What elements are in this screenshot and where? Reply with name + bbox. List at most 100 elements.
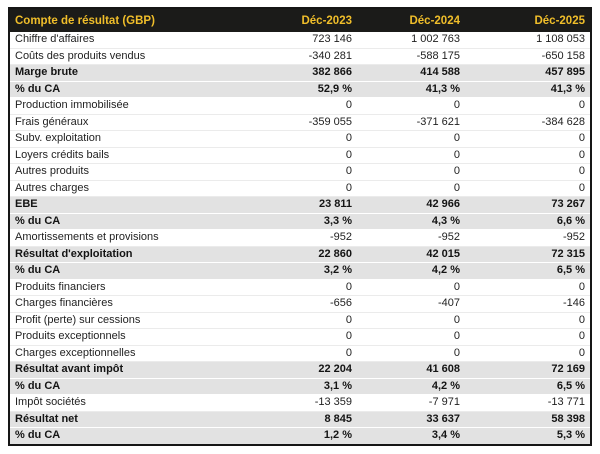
table-row: Autres produits 0 0 0 <box>10 163 590 181</box>
row-value-dec-2025: 0 <box>465 328 590 346</box>
row-label: Impôt sociétés <box>10 394 250 412</box>
table-row: Autres charges 0 0 0 <box>10 180 590 197</box>
row-value-dec-2023: -656 <box>250 295 357 313</box>
row-value-dec-2024: 0 <box>357 345 465 362</box>
table-row: Résultat avant impôt 22 204 41 608 72 16… <box>10 361 590 379</box>
row-label: Autres charges <box>10 180 250 197</box>
row-value-dec-2024: -7 971 <box>357 394 465 412</box>
row-value-dec-2023: 3,1 % <box>250 378 357 395</box>
row-value-dec-2024: 0 <box>357 130 465 148</box>
row-value-dec-2024: 4,2 % <box>357 378 465 395</box>
row-value-dec-2025: 6,5 % <box>465 378 590 395</box>
row-label: Marge brute <box>10 64 250 82</box>
table-row: Charges exceptionnelles 0 0 0 <box>10 345 590 362</box>
column-header-dec-2024: Déc-2024 <box>357 9 465 32</box>
header-row: Compte de résultat (GBP) Déc-2023 Déc-20… <box>10 9 590 32</box>
row-label: % du CA <box>10 427 250 444</box>
table-row: Charges financières -656 -407 -146 <box>10 295 590 313</box>
table-row: Production immobilisée 0 0 0 <box>10 97 590 115</box>
table-row: Loyers crédits bails 0 0 0 <box>10 147 590 164</box>
row-value-dec-2023: 23 811 <box>250 196 357 214</box>
row-value-dec-2023: 1,2 % <box>250 427 357 444</box>
row-value-dec-2025: 58 398 <box>465 411 590 428</box>
row-value-dec-2024: 0 <box>357 312 465 329</box>
row-label: Résultat net <box>10 411 250 428</box>
table-row: Produits exceptionnels 0 0 0 <box>10 328 590 346</box>
row-value-dec-2024: 1 002 763 <box>357 32 465 49</box>
row-value-dec-2024: 41 608 <box>357 361 465 379</box>
row-value-dec-2025: 0 <box>465 147 590 164</box>
row-label: Subv. exploitation <box>10 130 250 148</box>
row-label: % du CA <box>10 81 250 98</box>
row-value-dec-2023: 0 <box>250 312 357 329</box>
row-value-dec-2025: 5,3 % <box>465 427 590 444</box>
row-value-dec-2025: 457 895 <box>465 64 590 82</box>
row-value-dec-2025: 0 <box>465 97 590 115</box>
row-value-dec-2023: 0 <box>250 163 357 181</box>
row-value-dec-2024: 33 637 <box>357 411 465 428</box>
table-row: Résultat d'exploitation 22 860 42 015 72… <box>10 246 590 263</box>
row-label: Chiffre d'affaires <box>10 32 250 49</box>
row-value-dec-2024: 0 <box>357 163 465 181</box>
row-value-dec-2023: 0 <box>250 130 357 148</box>
row-value-dec-2025: 0 <box>465 180 590 197</box>
row-value-dec-2023: 22 860 <box>250 246 357 263</box>
row-label: % du CA <box>10 378 250 395</box>
row-value-dec-2023: -340 281 <box>250 48 357 65</box>
row-label: Autres produits <box>10 163 250 181</box>
row-value-dec-2023: 0 <box>250 328 357 346</box>
row-value-dec-2025: 41,3 % <box>465 81 590 98</box>
row-value-dec-2023: 0 <box>250 180 357 197</box>
row-value-dec-2024: 0 <box>357 97 465 115</box>
row-label: Charges exceptionnelles <box>10 345 250 362</box>
table-row: Chiffre d'affaires 723 146 1 002 763 1 1… <box>10 32 590 49</box>
row-value-dec-2024: 41,3 % <box>357 81 465 98</box>
table-row: % du CA 3,2 % 4,2 % 6,5 % <box>10 262 590 280</box>
row-value-dec-2024: 414 588 <box>357 64 465 82</box>
row-value-dec-2023: 723 146 <box>250 32 357 49</box>
row-value-dec-2023: 0 <box>250 147 357 164</box>
row-value-dec-2023: 52,9 % <box>250 81 357 98</box>
table-row: Marge brute 382 866 414 588 457 895 <box>10 64 590 82</box>
row-value-dec-2025: -952 <box>465 229 590 247</box>
table-row: Amortissements et provisions -952 -952 -… <box>10 229 590 247</box>
row-value-dec-2024: -407 <box>357 295 465 313</box>
row-label: % du CA <box>10 213 250 230</box>
row-label: Produits exceptionnels <box>10 328 250 346</box>
row-label: Profit (perte) sur cessions <box>10 312 250 329</box>
income-statement-table: Compte de résultat (GBP) Déc-2023 Déc-20… <box>10 9 590 444</box>
row-value-dec-2024: 4,3 % <box>357 213 465 230</box>
row-value-dec-2025: 6,5 % <box>465 262 590 280</box>
row-label: EBE <box>10 196 250 214</box>
row-value-dec-2025: -650 158 <box>465 48 590 65</box>
row-value-dec-2023: 0 <box>250 97 357 115</box>
table-row: % du CA 52,9 % 41,3 % 41,3 % <box>10 81 590 98</box>
row-value-dec-2023: 382 866 <box>250 64 357 82</box>
table-row: Subv. exploitation 0 0 0 <box>10 130 590 148</box>
row-value-dec-2024: -952 <box>357 229 465 247</box>
row-value-dec-2024: 0 <box>357 180 465 197</box>
table-row: Frais généraux -359 055 -371 621 -384 62… <box>10 114 590 131</box>
row-value-dec-2025: 0 <box>465 312 590 329</box>
row-value-dec-2025: -146 <box>465 295 590 313</box>
row-value-dec-2025: -13 771 <box>465 394 590 412</box>
row-label: Charges financières <box>10 295 250 313</box>
row-value-dec-2024: 0 <box>357 328 465 346</box>
row-label: Coûts des produits vendus <box>10 48 250 65</box>
row-value-dec-2025: 73 267 <box>465 196 590 214</box>
row-value-dec-2023: 0 <box>250 345 357 362</box>
row-value-dec-2025: 72 315 <box>465 246 590 263</box>
row-label: Amortissements et provisions <box>10 229 250 247</box>
row-value-dec-2023: 3,2 % <box>250 262 357 280</box>
table-row: Produits financiers 0 0 0 <box>10 279 590 296</box>
row-label: Production immobilisée <box>10 97 250 115</box>
row-value-dec-2024: 3,4 % <box>357 427 465 444</box>
row-value-dec-2025: 0 <box>465 130 590 148</box>
table-row: % du CA 3,3 % 4,3 % 6,6 % <box>10 213 590 230</box>
table-title: Compte de résultat (GBP) <box>10 9 250 32</box>
row-label: Résultat d'exploitation <box>10 246 250 263</box>
row-label: Loyers crédits bails <box>10 147 250 164</box>
row-value-dec-2025: 0 <box>465 345 590 362</box>
row-value-dec-2025: 0 <box>465 163 590 181</box>
